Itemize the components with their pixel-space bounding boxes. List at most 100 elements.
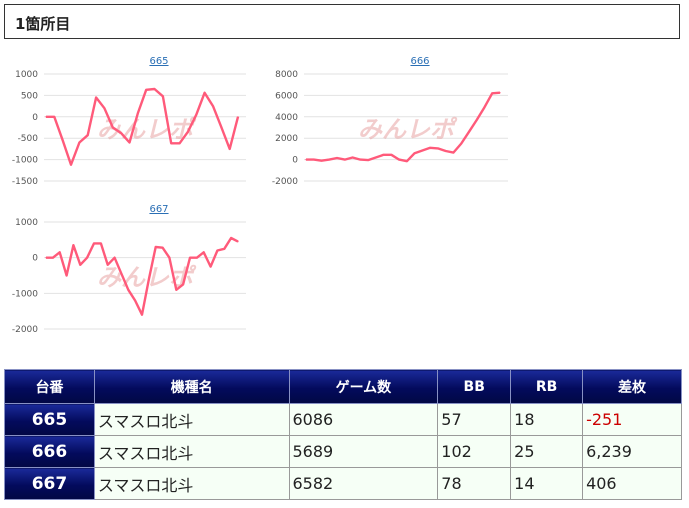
data-point — [313, 159, 315, 161]
section-title: 1箇所目 — [15, 15, 71, 33]
data-point — [153, 88, 156, 90]
y-tick-label: 0 — [292, 156, 298, 166]
y-tick-label: -1500 — [12, 177, 38, 187]
data-point — [178, 142, 181, 144]
data-point — [53, 116, 55, 118]
data-point — [237, 241, 239, 243]
data-point — [429, 147, 431, 149]
rb-count: 25 — [510, 435, 584, 468]
header-bb: BB — [437, 369, 512, 404]
table-header-row: 台番 機種名 ゲーム数 BB RB 差枚 — [4, 369, 682, 404]
chart-title-link[interactable]: 665 — [149, 56, 168, 67]
data-point — [229, 148, 231, 150]
bb-count: 57 — [437, 403, 512, 436]
machine-number[interactable]: 666 — [4, 435, 95, 468]
header-machine-number: 台番 — [4, 369, 95, 404]
data-point — [45, 257, 47, 259]
section-header: 1箇所目 — [4, 4, 680, 39]
game-count: 6086 — [288, 403, 439, 436]
data-point — [45, 116, 47, 118]
data-point — [170, 142, 172, 144]
data-point — [499, 92, 501, 94]
y-tick-label: 0 — [32, 113, 38, 123]
game-count: 6582 — [288, 467, 439, 500]
y-tick-label: 8000 — [275, 70, 298, 80]
data-point — [220, 126, 222, 128]
series-line — [306, 91, 501, 163]
y-tick-label: 1000 — [15, 218, 38, 228]
data-point — [182, 283, 184, 286]
machine-number[interactable]: 665 — [4, 403, 95, 436]
bb-count: 102 — [437, 435, 512, 468]
y-tick-label: 4000 — [275, 113, 298, 123]
data-point — [187, 131, 189, 133]
data-point — [406, 160, 408, 162]
bb-count: 78 — [437, 467, 512, 500]
data-point — [145, 89, 147, 91]
data-point — [168, 257, 171, 259]
data-point — [127, 289, 129, 291]
data-point — [328, 159, 330, 161]
data-point — [320, 160, 323, 162]
y-tick-label: 6000 — [275, 91, 298, 101]
data-point — [196, 257, 198, 259]
data-point — [344, 159, 346, 161]
data-point — [120, 132, 122, 134]
data-point — [141, 314, 143, 316]
y-tick-label: -1000 — [12, 289, 38, 299]
data-point — [70, 164, 72, 166]
data-point — [216, 249, 219, 252]
data-point — [445, 150, 447, 152]
data-point — [134, 299, 136, 302]
data-point — [375, 156, 377, 159]
data-point — [421, 149, 423, 152]
game-count: 5689 — [288, 435, 439, 468]
y-tick-label: 1000 — [15, 70, 38, 80]
data-point — [120, 273, 123, 275]
data-point — [437, 147, 439, 149]
data-point — [62, 139, 64, 141]
data-point — [95, 96, 97, 99]
rb-count: 14 — [510, 467, 584, 500]
data-point — [107, 264, 109, 266]
data-point — [175, 289, 177, 291]
y-tick-label: -2000 — [12, 325, 38, 335]
diff-value: 406 — [582, 467, 682, 500]
chart-title-link[interactable]: 667 — [149, 204, 168, 215]
data-point — [162, 95, 164, 97]
table-row: 666 スマスロ北斗 5689 102 25 6,239 — [4, 435, 682, 468]
data-point — [65, 274, 68, 277]
y-tick-label: 0 — [32, 254, 38, 264]
y-tick-label: -2000 — [272, 177, 298, 187]
series-line — [46, 87, 240, 166]
data-point — [204, 92, 206, 94]
model-name: スマスロ北斗 — [93, 467, 290, 500]
data-point — [390, 154, 392, 156]
data-point — [483, 106, 486, 108]
header-rb: RB — [510, 369, 584, 404]
diff-value: -251 — [582, 403, 682, 436]
data-point — [383, 154, 385, 156]
chart-title-link[interactable]: 666 — [410, 56, 429, 67]
data-point — [87, 134, 89, 136]
chart-666: 666 8000 6000 4000 2000 0 -2000 みんレポ — [262, 52, 512, 187]
data-point — [212, 105, 214, 107]
machine-number[interactable]: 667 — [4, 467, 95, 500]
data-point — [460, 142, 462, 145]
data-point — [336, 157, 338, 159]
header-game-count: ゲーム数 — [288, 369, 439, 404]
data-point — [305, 159, 307, 161]
data-point — [148, 278, 150, 280]
chart-665: 665 1000 500 0 -500 -1000 -1500 みんレポ — [0, 52, 250, 187]
data-point — [195, 114, 197, 116]
data-point — [189, 257, 191, 259]
data-point — [103, 107, 106, 109]
data-point — [209, 265, 212, 268]
chart-667: 667 1000 0 -1000 -2000 みんレポ — [0, 200, 250, 335]
data-point — [100, 242, 102, 244]
table-row: 665 スマスロ北斗 6086 57 18 -251 — [4, 403, 682, 436]
data-point — [491, 92, 493, 94]
slot-data-table: 台番 機種名 ゲーム数 BB RB 差枚 665 スマスロ北斗 6086 57 … — [4, 369, 682, 500]
data-point — [112, 126, 114, 129]
